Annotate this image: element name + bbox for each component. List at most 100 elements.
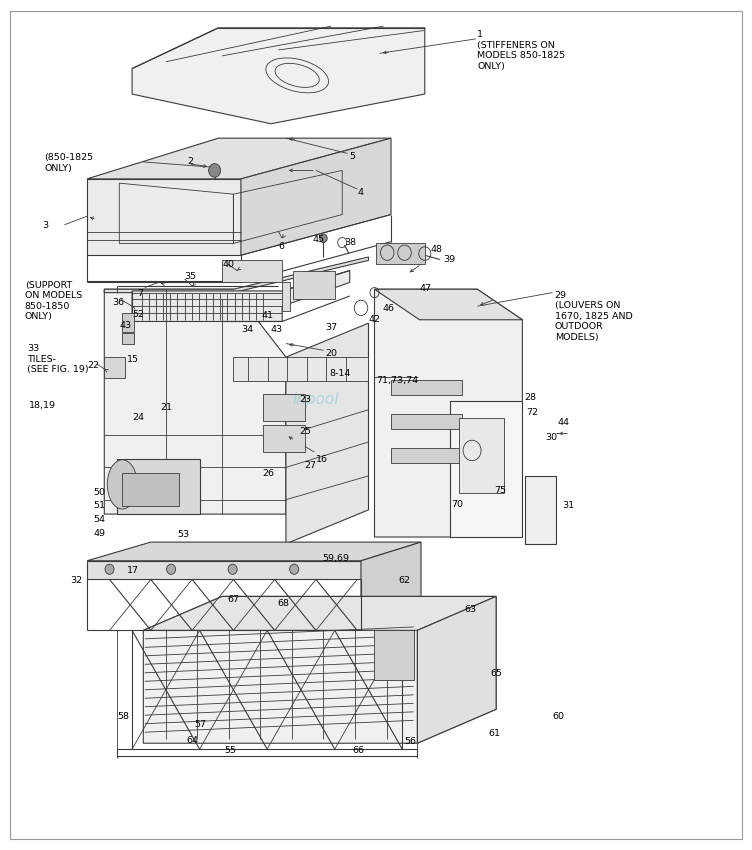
Circle shape	[320, 234, 327, 242]
Polygon shape	[361, 542, 421, 631]
Text: 62: 62	[399, 576, 411, 585]
Text: 26: 26	[262, 469, 274, 479]
Text: 2: 2	[186, 157, 193, 166]
Text: 39: 39	[444, 255, 456, 264]
Text: 40: 40	[222, 260, 234, 269]
FancyBboxPatch shape	[391, 380, 462, 395]
Polygon shape	[233, 357, 368, 381]
Text: 16: 16	[316, 455, 328, 464]
Polygon shape	[144, 597, 496, 743]
Polygon shape	[105, 257, 368, 292]
Text: 17: 17	[127, 566, 139, 575]
Text: 61: 61	[489, 728, 501, 738]
Polygon shape	[374, 289, 523, 537]
Text: 60: 60	[553, 711, 565, 721]
Text: 6: 6	[278, 241, 284, 251]
Circle shape	[167, 564, 175, 575]
Text: 54: 54	[94, 515, 106, 524]
Text: 24: 24	[132, 413, 144, 422]
Polygon shape	[105, 289, 286, 514]
Text: 44: 44	[558, 418, 570, 428]
Polygon shape	[132, 270, 350, 321]
Text: 49: 49	[94, 529, 106, 537]
Text: (850-1825
ONLY): (850-1825 ONLY)	[44, 154, 93, 173]
Circle shape	[290, 564, 299, 575]
Text: 8-14: 8-14	[329, 369, 351, 378]
Text: 37: 37	[325, 323, 337, 332]
Text: 46: 46	[382, 304, 394, 314]
Text: 21: 21	[160, 403, 171, 412]
Polygon shape	[87, 561, 361, 580]
FancyBboxPatch shape	[263, 425, 305, 452]
Text: 63: 63	[465, 605, 477, 614]
Text: 33
TILES-
(SEE FIG. 19): 33 TILES- (SEE FIG. 19)	[27, 344, 89, 374]
Text: 34: 34	[241, 325, 253, 334]
Text: 50: 50	[94, 488, 106, 496]
FancyBboxPatch shape	[391, 448, 462, 463]
Text: 23: 23	[299, 395, 311, 405]
Text: 43: 43	[120, 321, 132, 331]
Polygon shape	[374, 289, 523, 320]
Text: inpool: inpool	[293, 392, 339, 407]
Polygon shape	[417, 597, 496, 743]
Text: 48: 48	[430, 245, 442, 254]
FancyBboxPatch shape	[123, 313, 134, 332]
Text: 3: 3	[42, 221, 48, 230]
Text: 36: 36	[112, 298, 124, 307]
Polygon shape	[241, 139, 391, 255]
FancyBboxPatch shape	[459, 418, 504, 493]
Text: 59,69: 59,69	[322, 554, 349, 563]
Text: 22: 22	[87, 360, 99, 370]
FancyBboxPatch shape	[391, 414, 462, 429]
Text: 52: 52	[132, 309, 144, 319]
FancyBboxPatch shape	[263, 394, 305, 421]
FancyBboxPatch shape	[222, 260, 282, 282]
Polygon shape	[87, 139, 391, 178]
Text: 5: 5	[349, 152, 355, 161]
Text: 20: 20	[325, 348, 337, 358]
FancyBboxPatch shape	[123, 473, 178, 507]
FancyBboxPatch shape	[376, 243, 425, 264]
Text: (SUPPORT
ON MODELS
850-1850
ONLY): (SUPPORT ON MODELS 850-1850 ONLY)	[25, 280, 82, 321]
Text: 43: 43	[271, 325, 283, 334]
Polygon shape	[286, 323, 368, 544]
Text: 53: 53	[177, 530, 190, 539]
Text: 55: 55	[224, 745, 236, 755]
Text: 4: 4	[358, 188, 364, 197]
Text: 75: 75	[495, 486, 507, 495]
Text: 57: 57	[194, 720, 206, 729]
FancyBboxPatch shape	[374, 631, 414, 680]
Polygon shape	[525, 476, 556, 544]
Text: 41: 41	[262, 311, 274, 320]
Text: 7: 7	[138, 289, 144, 298]
Text: 25: 25	[299, 427, 311, 436]
Text: 29
(LOUVERS ON
1670, 1825 AND
OUTDOOR
MODELS): 29 (LOUVERS ON 1670, 1825 AND OUTDOOR MO…	[555, 291, 632, 342]
Text: 31: 31	[562, 502, 575, 510]
Text: 58: 58	[117, 711, 129, 721]
Text: 35: 35	[184, 272, 197, 281]
Polygon shape	[450, 401, 523, 537]
Text: 32: 32	[70, 576, 82, 585]
Text: 56: 56	[405, 737, 417, 746]
Text: 18,19: 18,19	[29, 401, 56, 411]
Circle shape	[208, 164, 220, 177]
Text: 51: 51	[94, 502, 106, 510]
Text: 15: 15	[127, 355, 139, 365]
Circle shape	[105, 564, 114, 575]
Text: 45: 45	[312, 235, 324, 244]
Text: 65: 65	[490, 670, 502, 678]
Text: 68: 68	[277, 599, 289, 608]
Text: 72: 72	[526, 408, 538, 417]
Text: 67: 67	[227, 595, 239, 604]
Polygon shape	[105, 357, 125, 378]
Text: 47: 47	[420, 284, 432, 293]
FancyBboxPatch shape	[293, 270, 335, 299]
Text: 42: 42	[368, 314, 381, 324]
Circle shape	[228, 564, 237, 575]
Text: 28: 28	[525, 393, 537, 402]
Text: 38: 38	[344, 238, 356, 247]
Text: 1
(STIFFENERS ON
MODELS 850-1825
ONLY): 1 (STIFFENERS ON MODELS 850-1825 ONLY)	[478, 31, 566, 71]
Text: 64: 64	[186, 735, 199, 745]
FancyBboxPatch shape	[123, 333, 134, 343]
FancyBboxPatch shape	[117, 459, 199, 514]
